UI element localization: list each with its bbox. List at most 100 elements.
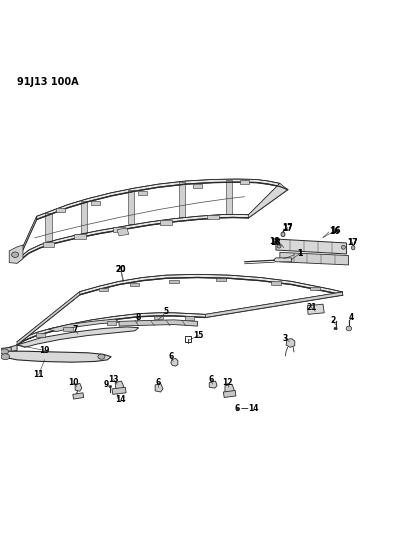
Text: 4: 4 — [349, 313, 354, 322]
Polygon shape — [276, 239, 346, 254]
Polygon shape — [45, 213, 52, 241]
Ellipse shape — [352, 246, 355, 250]
Polygon shape — [0, 345, 17, 354]
Polygon shape — [248, 183, 288, 218]
Polygon shape — [138, 191, 147, 195]
Polygon shape — [75, 383, 82, 391]
Ellipse shape — [109, 385, 112, 387]
Text: 17: 17 — [282, 223, 293, 232]
Text: 1: 1 — [297, 249, 302, 259]
Polygon shape — [274, 258, 292, 262]
Polygon shape — [99, 288, 108, 291]
Text: 6: 6 — [156, 378, 161, 387]
Ellipse shape — [346, 326, 352, 331]
Polygon shape — [17, 216, 37, 263]
Polygon shape — [207, 215, 219, 220]
Polygon shape — [240, 180, 249, 184]
Polygon shape — [128, 190, 134, 224]
Text: 14: 14 — [248, 405, 258, 414]
Polygon shape — [17, 313, 205, 345]
Ellipse shape — [11, 252, 19, 257]
Text: 17: 17 — [347, 238, 358, 247]
Text: 16: 16 — [329, 227, 340, 236]
Polygon shape — [91, 201, 100, 205]
Polygon shape — [155, 383, 163, 392]
Text: 21: 21 — [306, 303, 316, 312]
Text: 2: 2 — [330, 316, 335, 325]
Text: 18: 18 — [269, 237, 279, 246]
Text: 18: 18 — [271, 238, 281, 247]
Polygon shape — [179, 182, 185, 217]
Text: 20: 20 — [116, 265, 126, 274]
Text: 8: 8 — [136, 313, 141, 322]
Polygon shape — [113, 227, 125, 232]
Text: 10: 10 — [68, 378, 79, 387]
Polygon shape — [117, 228, 129, 236]
Polygon shape — [43, 242, 55, 247]
Ellipse shape — [281, 232, 285, 237]
Polygon shape — [73, 393, 84, 399]
Text: 17: 17 — [347, 238, 358, 247]
Polygon shape — [17, 214, 248, 263]
Polygon shape — [107, 321, 116, 325]
Polygon shape — [115, 381, 124, 390]
Polygon shape — [81, 200, 87, 233]
Ellipse shape — [1, 349, 8, 354]
Polygon shape — [224, 391, 236, 398]
Polygon shape — [310, 287, 320, 290]
Ellipse shape — [1, 354, 9, 360]
Polygon shape — [226, 180, 232, 214]
Polygon shape — [63, 327, 73, 331]
Polygon shape — [160, 220, 172, 225]
Polygon shape — [9, 245, 23, 263]
Text: 6: 6 — [168, 352, 173, 361]
Polygon shape — [216, 278, 226, 281]
Polygon shape — [169, 280, 179, 283]
Polygon shape — [17, 292, 80, 345]
Polygon shape — [36, 333, 45, 337]
Ellipse shape — [98, 354, 105, 359]
Polygon shape — [307, 304, 324, 314]
Polygon shape — [225, 384, 234, 393]
Text: 1: 1 — [298, 249, 303, 257]
Polygon shape — [280, 253, 348, 265]
Text: 16: 16 — [330, 226, 341, 235]
Text: 7: 7 — [72, 325, 78, 334]
Text: 5: 5 — [164, 308, 169, 317]
Text: 19: 19 — [39, 346, 50, 355]
Text: 91J13 100A: 91J13 100A — [17, 77, 79, 87]
Ellipse shape — [277, 244, 281, 248]
Polygon shape — [49, 319, 119, 332]
Text: 3: 3 — [283, 334, 288, 343]
Polygon shape — [205, 292, 342, 318]
Text: 12: 12 — [222, 378, 232, 387]
Polygon shape — [271, 281, 281, 285]
Polygon shape — [154, 316, 163, 319]
Polygon shape — [17, 327, 139, 348]
Polygon shape — [286, 338, 295, 348]
Polygon shape — [37, 179, 288, 220]
Polygon shape — [56, 208, 65, 212]
Text: 20: 20 — [116, 265, 126, 274]
Text: 15: 15 — [193, 331, 203, 340]
Polygon shape — [193, 184, 202, 188]
Polygon shape — [112, 387, 126, 394]
Polygon shape — [209, 381, 217, 388]
Ellipse shape — [334, 327, 337, 329]
Text: 13: 13 — [108, 375, 119, 384]
Polygon shape — [171, 358, 178, 366]
Polygon shape — [0, 351, 111, 362]
Text: 6: 6 — [209, 375, 214, 384]
Text: —: — — [241, 405, 248, 414]
Polygon shape — [119, 320, 198, 326]
Text: 6: 6 — [234, 405, 239, 414]
Ellipse shape — [341, 245, 345, 249]
Text: 11: 11 — [34, 370, 44, 379]
Text: 14: 14 — [115, 394, 126, 403]
Polygon shape — [74, 235, 86, 239]
Polygon shape — [0, 348, 11, 354]
Polygon shape — [80, 274, 342, 295]
Polygon shape — [185, 316, 194, 320]
Polygon shape — [130, 283, 139, 286]
Text: 17: 17 — [282, 223, 293, 232]
